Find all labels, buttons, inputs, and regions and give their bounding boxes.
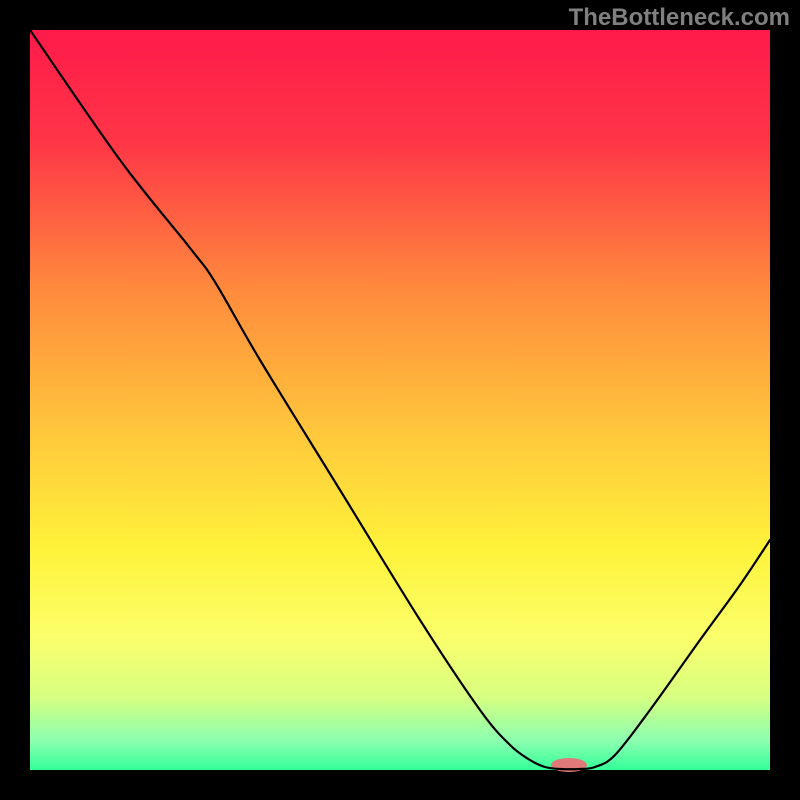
watermark-text: TheBottleneck.com [569, 4, 790, 32]
plot-gradient-background [30, 30, 770, 770]
bottleneck-chart [0, 0, 800, 800]
chart-container: TheBottleneck.com [0, 0, 800, 800]
